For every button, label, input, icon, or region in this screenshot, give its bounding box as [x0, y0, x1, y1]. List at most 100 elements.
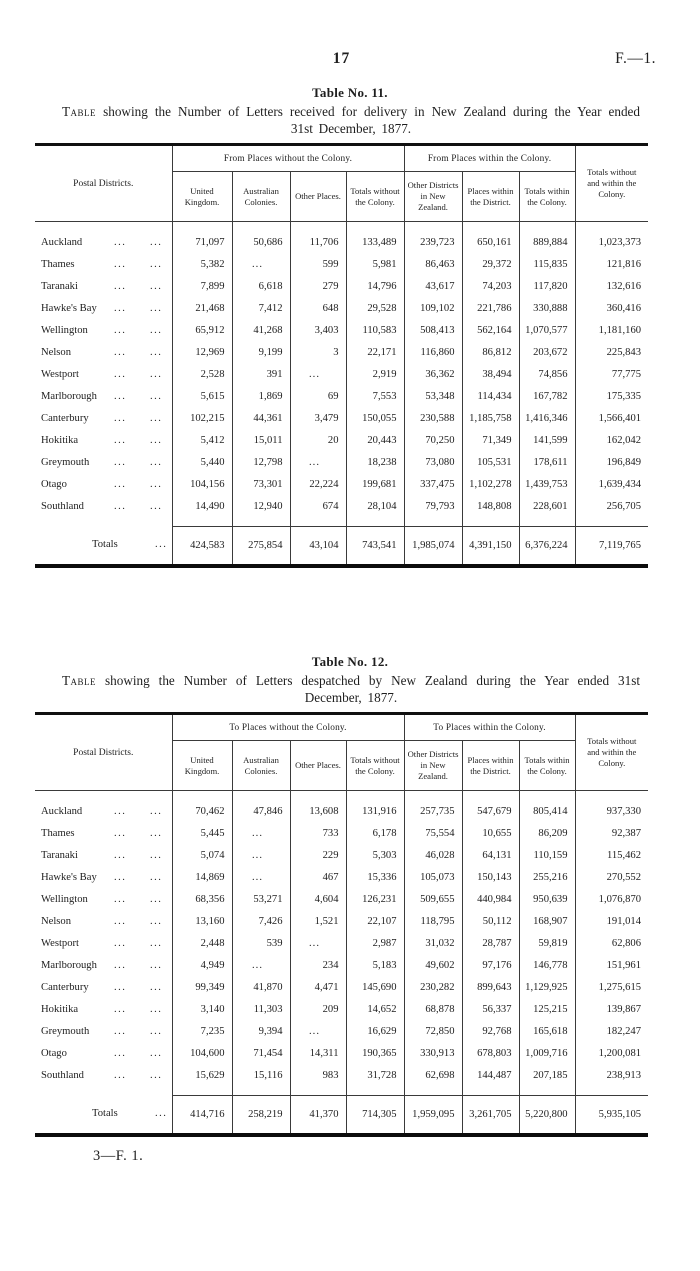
value-cell: 92,387	[611, 827, 642, 839]
page-footer-signature: 3—F. 1.	[93, 1148, 144, 1164]
value-cell: 1,070,577	[519, 319, 576, 341]
value-cell: 199,681	[346, 473, 405, 495]
value-cell: 6,618	[232, 275, 291, 297]
value-cell: 4,471	[290, 976, 347, 998]
value-cell: 5,412	[172, 429, 233, 451]
district-label: Hawke's Bay......	[35, 866, 173, 888]
value-cell: 167,782	[519, 385, 576, 407]
value-cell: ...	[290, 363, 347, 385]
value-cell: ...	[232, 822, 291, 844]
value-cell: 270,552	[606, 871, 642, 883]
value-cell: 86,209	[519, 822, 576, 844]
value-cell: 20	[290, 429, 347, 451]
table-row: Hokitika...... 5,412 15,011 20 20,443 70,250 7…	[35, 429, 648, 451]
value-cell: 22,107	[346, 910, 405, 932]
table12-caption: Table No. 12.	[311, 654, 389, 669]
column-header-united-kingdom: United Kingdom.	[172, 171, 233, 222]
value-cell: 146,778	[519, 954, 576, 976]
value-cell: 125,215	[519, 998, 576, 1020]
value-cell: 12,940	[232, 495, 291, 527]
value-cell: 3,403	[290, 319, 347, 341]
table-row: Southland...... 15,629 15,116 983 31,728 62,6…	[35, 1064, 648, 1096]
value-cell: ...	[290, 451, 347, 473]
table-row: Marlborough...... 4,949... 234 5,183 49,602 9…	[35, 954, 648, 976]
value-cell: 15,011	[232, 429, 291, 451]
district-label: Auckland......	[35, 221, 173, 253]
value-cell: 31,032	[404, 932, 463, 954]
value-cell: 22,224	[290, 473, 347, 495]
district-label: Westport......	[35, 363, 173, 385]
value-cell: 74,203	[462, 275, 520, 297]
table-row: Westport...... 2,448 539... 2,987 31,032 28,7…	[35, 932, 648, 954]
value-cell: 440,984	[462, 888, 520, 910]
value-cell: 53,348	[404, 385, 463, 407]
value-cell: 221,786	[462, 297, 520, 319]
value-cell: 230,282	[404, 976, 463, 998]
value-cell: 330,888	[519, 297, 576, 319]
district-label: Greymouth......	[35, 1020, 173, 1042]
value-cell: 115,462	[606, 849, 642, 861]
value-cell: 92,768	[462, 1020, 520, 1042]
value-cell: 133,489	[346, 221, 405, 253]
value-cell: 28,104	[346, 495, 405, 527]
value-cell: 131,916	[346, 790, 405, 822]
table-row: Greymouth...... 7,235 9,394... 16,629 72,850…	[35, 1020, 648, 1042]
value-cell: 5,303	[346, 844, 405, 866]
value-cell: 41,268	[232, 319, 291, 341]
value-cell: 77,775	[611, 368, 642, 380]
value-cell: 1,639,434	[598, 478, 642, 490]
value-cell: 257,735	[404, 790, 463, 822]
table11-title: Table showing the Number of Letters rece…	[62, 104, 640, 137]
value-cell: 4,604	[290, 888, 347, 910]
table-row: Hokitika...... 3,140 11,303 209 14,652 68,878…	[35, 998, 648, 1020]
district-label: Nelson......	[35, 910, 173, 932]
totals-value-cell: 3,261,705	[462, 1095, 520, 1135]
value-cell: 650,161	[462, 221, 520, 253]
totals-value-cell: 1,985,074	[404, 526, 463, 566]
value-cell: 3,479	[290, 407, 347, 429]
value-cell: 733	[290, 822, 347, 844]
value-cell: ...	[290, 1020, 347, 1042]
value-cell: 168,907	[519, 910, 576, 932]
table-row: Auckland...... 70,462 47,846 13,608 131,916 2…	[35, 790, 648, 822]
value-cell: 86,463	[404, 253, 463, 275]
table-row: Otago...... 104,156 73,301 22,224 199,681 337…	[35, 473, 648, 495]
value-cell: 105,531	[462, 451, 520, 473]
value-cell: 547,679	[462, 790, 520, 822]
table-row: Greymouth...... 5,440 12,798... 18,238 73,08…	[35, 451, 648, 473]
value-cell: 203,672	[519, 341, 576, 363]
column-header-australian-colonies: Australian Colonies.	[232, 171, 291, 222]
table-row: Canterbury...... 99,349 41,870 4,471 145,690…	[35, 976, 648, 998]
value-cell: 7,899	[172, 275, 233, 297]
value-cell: 6,178	[346, 822, 405, 844]
value-cell: 209	[290, 998, 347, 1020]
column-header-totals-within: Totals within the Colony.	[519, 740, 576, 791]
table11-body: Auckland...... 71,097 50,686 11,706 133,489 2…	[35, 221, 648, 527]
table-row: Westport...... 2,528 391... 2,919 36,362 38,4…	[35, 363, 648, 385]
district-label: Southland......	[35, 1064, 173, 1096]
column-header-other-places: Other Places.	[290, 740, 347, 791]
table-row: Nelson...... 13,160 7,426 1,521 22,107 118,79…	[35, 910, 648, 932]
value-cell: 49,602	[404, 954, 463, 976]
value-cell: 562,164	[462, 319, 520, 341]
district-label: Hokitika......	[35, 998, 173, 1020]
district-label: Greymouth......	[35, 451, 173, 473]
totals-value-cell: 6,376,224	[519, 526, 576, 566]
column-header-other-districts-nz: Other Districts in New Zealand.	[404, 740, 463, 791]
value-cell: 117,820	[519, 275, 576, 297]
value-cell: 104,156	[172, 473, 233, 495]
value-cell: 539	[232, 932, 291, 954]
value-cell: 4,949	[172, 954, 233, 976]
value-cell: ...	[290, 932, 347, 954]
value-cell: 196,849	[606, 456, 642, 468]
district-label: Nelson......	[35, 341, 173, 363]
value-cell: ...	[232, 954, 291, 976]
value-cell: 1,566,401	[598, 412, 642, 424]
totals-value-cell: 7,119,765	[575, 526, 649, 566]
value-cell: 937,330	[606, 805, 642, 817]
district-label: Canterbury......	[35, 976, 173, 998]
value-cell: 110,159	[519, 844, 576, 866]
value-cell: 175,335	[606, 390, 642, 402]
value-cell: 678,803	[462, 1042, 520, 1064]
value-cell: 116,860	[404, 341, 463, 363]
